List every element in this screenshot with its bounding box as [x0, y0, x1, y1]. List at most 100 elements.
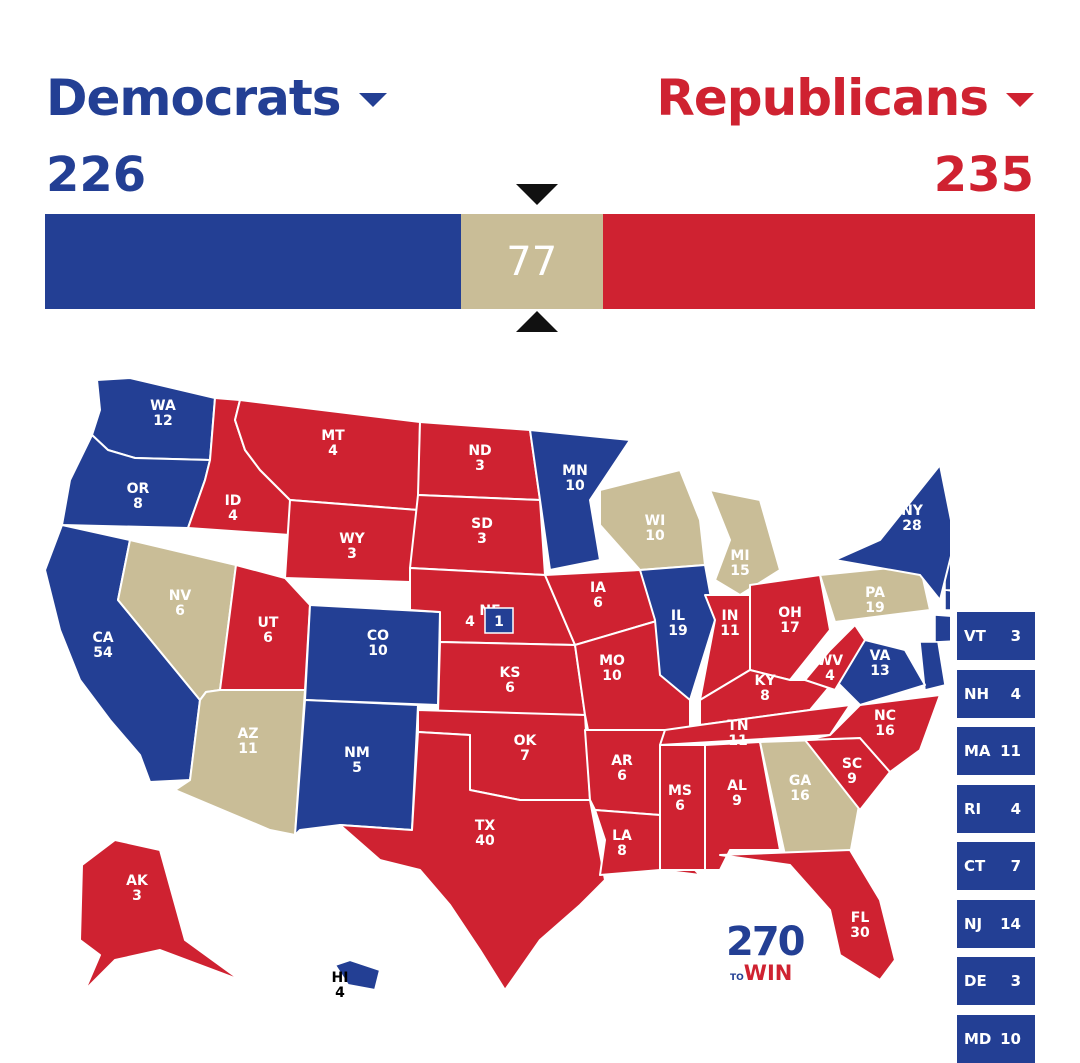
state-il[interactable]	[639, 564, 716, 701]
small-state-vt[interactable]: VT 3	[957, 612, 1035, 660]
state-ev-hi: 4	[335, 985, 345, 1001]
logo-number: 270	[726, 919, 805, 965]
state-label-nd: ND	[468, 443, 491, 459]
state-ev-mi: 15	[730, 563, 749, 579]
small-state-nh[interactable]: NH 4	[957, 669, 1035, 718]
state-ev-nv: 6	[175, 603, 185, 619]
small-state-abbr: VT	[964, 627, 986, 645]
ne-statewide-ev: 4	[465, 614, 475, 630]
electoral-vote-bar: 77	[45, 214, 1035, 309]
state-label-ky: KY	[755, 673, 777, 689]
state-tx[interactable]	[339, 731, 606, 991]
state-ev-al: 9	[732, 793, 742, 809]
state-label-nv: NV	[169, 588, 192, 604]
northeast-state-shape[interactable]	[919, 641, 946, 691]
democrats-dropdown[interactable]: Democrats	[46, 68, 387, 128]
state-ev-mo: 10	[602, 668, 622, 684]
state-wv[interactable]	[804, 624, 866, 691]
state-ev-oh: 17	[780, 620, 799, 636]
state-ev-co: 10	[368, 643, 388, 659]
state-nc[interactable]	[804, 694, 941, 773]
state-label-mt: MT	[321, 428, 345, 444]
state-label-wi: WI	[645, 513, 666, 529]
state-ev-la: 8	[617, 843, 627, 859]
state-label-ga: GA	[789, 773, 811, 789]
state-label-nm: NM	[344, 745, 370, 761]
state-ev-wv: 4	[825, 668, 835, 684]
state-ev-sd: 3	[477, 531, 487, 547]
state-ak[interactable]	[79, 839, 241, 991]
state-label-ms: MS	[668, 783, 692, 799]
state-ev-wy: 3	[347, 546, 357, 562]
state-label-ar: AR	[611, 753, 633, 769]
state-label-sd: SD	[471, 516, 493, 532]
state-ev-nd: 3	[475, 458, 485, 474]
state-ev-ca: 54	[93, 645, 113, 661]
state-ev-nm: 5	[352, 760, 362, 776]
small-state-abbr: DE	[964, 972, 987, 990]
small-state-abbr: NH	[964, 684, 990, 703]
state-label-tx: TX	[475, 818, 496, 834]
small-state-abbr: RI	[964, 799, 982, 818]
state-label-wa: WA	[150, 398, 176, 414]
state-hi[interactable]	[334, 959, 381, 991]
small-state-ev: 3	[1010, 627, 1021, 645]
small-state-ev: 4	[1010, 799, 1021, 818]
ne-district-box[interactable]	[484, 607, 514, 634]
small-state-ri[interactable]: RI 4	[957, 784, 1035, 833]
chevron-down-icon	[1006, 93, 1034, 107]
state-label-az: AZ	[238, 726, 259, 742]
state-label-fl: FL	[851, 910, 870, 926]
state-label-ak: AK	[126, 873, 149, 889]
small-state-md[interactable]: MD 10	[957, 1014, 1035, 1063]
270-marker-top-icon	[516, 184, 558, 205]
state-label-or: OR	[127, 481, 150, 497]
logo-win: WIN	[743, 961, 793, 985]
small-state-ev: 3	[1010, 972, 1021, 990]
state-label-mn: MN	[562, 463, 588, 479]
small-state-ma[interactable]: MA 11	[957, 727, 1035, 775]
state-label-ok: OK	[514, 733, 538, 749]
republicans-label: Republicans	[656, 69, 989, 127]
270-marker-bottom-icon	[516, 311, 558, 332]
state-label-ks: KS	[500, 665, 521, 681]
republican-bar-segment	[602, 214, 1035, 309]
state-mn[interactable]	[529, 429, 631, 571]
small-state-ev: 14	[1000, 914, 1021, 933]
state-label-id: ID	[225, 493, 242, 509]
state-ev-ky: 8	[760, 688, 770, 704]
small-state-abbr: MA	[964, 742, 991, 760]
republicans-dropdown[interactable]: Republicans	[656, 68, 1034, 128]
tossup-bar-segment: 77	[460, 214, 603, 309]
270towin-logo: 270 TOWIN	[726, 919, 805, 989]
state-oh[interactable]	[749, 574, 831, 681]
state-label-mo: MO	[599, 653, 625, 669]
small-state-ct[interactable]: CT 7	[957, 842, 1035, 890]
small-state-ev: 11	[1000, 742, 1021, 760]
state-label-ca: CA	[92, 630, 113, 646]
state-ev-mt: 4	[328, 443, 338, 459]
us-electoral-map: WA12OR8CA54NV6ID4MT4WY3UT6AZ11CO10NM5ND3…	[44, 377, 950, 1001]
tossup-total: 77	[506, 238, 558, 285]
state-ny[interactable]	[834, 464, 950, 601]
state-mi[interactable]	[709, 489, 781, 596]
small-state-de[interactable]: DE 3	[957, 957, 1035, 1005]
state-label-tn: TN	[727, 718, 748, 734]
northeast-state-shape[interactable]	[944, 589, 950, 611]
state-ev-az: 11	[238, 741, 257, 757]
northeast-state-shape[interactable]	[934, 614, 950, 643]
state-label-wv: WV	[817, 653, 843, 669]
logo-to: TO	[730, 973, 744, 983]
state-label-ny: NY	[901, 503, 924, 519]
small-state-nj[interactable]: NJ 14	[957, 899, 1035, 948]
state-ev-wi: 10	[645, 528, 665, 544]
state-ev-tx: 40	[475, 833, 495, 849]
state-label-pa: PA	[865, 585, 885, 601]
state-ev-ms: 6	[675, 798, 685, 814]
small-state-abbr: CT	[964, 857, 986, 875]
small-state-ev: 10	[1000, 1029, 1021, 1048]
state-fl[interactable]	[719, 849, 896, 981]
state-ev-id: 4	[228, 508, 238, 524]
state-ev-mn: 10	[565, 478, 585, 494]
state-ev-ia: 6	[593, 595, 603, 611]
